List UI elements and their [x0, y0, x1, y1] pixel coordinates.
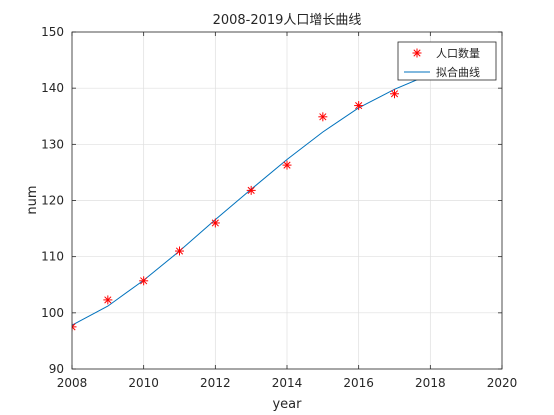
x-tick-label: 2012 — [200, 376, 231, 390]
x-tick-label: 2008 — [57, 376, 88, 390]
x-tick-label: 2016 — [343, 376, 374, 390]
data-point-marker — [103, 295, 113, 305]
fit-curve-layer — [72, 59, 467, 326]
y-tick-label: 100 — [41, 306, 64, 320]
legend: 人口数量 拟合曲线 — [397, 41, 497, 81]
y-tick-label: 120 — [41, 194, 64, 208]
data-point-marker — [354, 101, 364, 111]
data-point-marker — [282, 160, 292, 170]
x-tick-label: 2018 — [415, 376, 446, 390]
x-tick-label: 2014 — [272, 376, 303, 390]
ticks — [71, 31, 503, 370]
data-point-marker — [175, 246, 184, 256]
legend-label-fit-curve: 拟合曲线 — [436, 65, 480, 79]
legend-box — [397, 41, 497, 81]
chart-title: 2008-2019人口增长曲线 — [213, 13, 362, 28]
y-axis-label: num — [25, 185, 40, 214]
legend-label-population: 人口数量 — [436, 47, 480, 60]
y-tick-label: 150 — [41, 25, 64, 39]
tick-labels: 2008 2010 2012 2014 2016 2018 2020 90 100 110 120 1… — [41, 25, 517, 390]
legend-marker-asterisk-icon — [412, 48, 422, 58]
data-point-marker — [72, 322, 77, 332]
data-point-marker — [139, 276, 149, 286]
legend-asterisk — [412, 48, 422, 58]
data-point-marker — [246, 185, 256, 195]
y-tick-label: 90 — [49, 362, 64, 376]
x-axis-label: year — [272, 397, 302, 412]
data-point-marker — [210, 218, 220, 228]
x-tick-label: 2010 — [128, 376, 159, 390]
x-tick-label: 2020 — [487, 376, 518, 390]
fit-curve-line — [72, 59, 467, 326]
y-tick-label: 140 — [41, 81, 64, 95]
y-tick-label: 110 — [41, 250, 64, 264]
data-point-marker — [318, 112, 328, 122]
data-point-marker — [390, 89, 399, 99]
y-tick-label: 130 — [41, 137, 64, 151]
